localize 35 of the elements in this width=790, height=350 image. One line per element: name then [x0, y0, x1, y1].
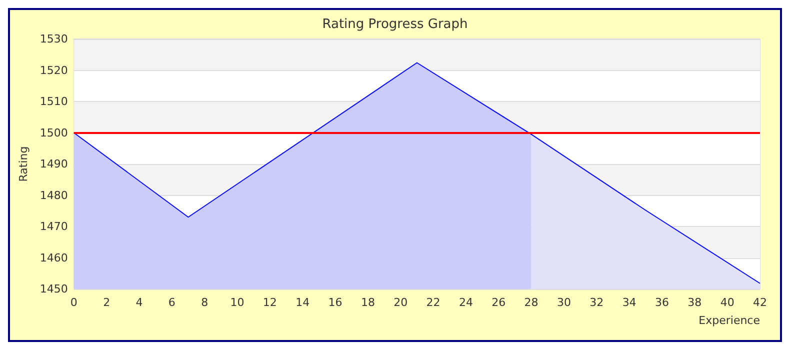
y-tick-label: 1520	[40, 64, 68, 77]
x-tick-label: 0	[70, 296, 78, 309]
x-tick-label: 38	[688, 296, 702, 309]
y-tick-label: 1470	[40, 220, 68, 233]
x-tick-label: 2	[103, 296, 110, 309]
y-tick-label: 1450	[40, 282, 68, 296]
x-tick-label: 36	[654, 296, 669, 309]
x-tick-label: 22	[426, 296, 440, 309]
x-tick-label: 26	[492, 296, 506, 309]
y-tick-label: 1460	[40, 251, 68, 264]
x-tick-label: 4	[136, 296, 143, 309]
y-axis-title: Rating	[17, 146, 30, 182]
x-tick-label: 34	[622, 296, 636, 309]
y-tick-label: 1530	[40, 32, 68, 46]
x-tick-label: 40	[720, 296, 734, 309]
x-tick-label: 24	[458, 296, 473, 309]
x-tick-label: 6	[168, 296, 176, 309]
x-tick-label: 16	[328, 296, 342, 309]
x-axis-title: Experience	[698, 314, 760, 327]
x-tick-label: 12	[262, 296, 277, 309]
x-tick-label: 30	[556, 296, 571, 309]
x-tick-label: 32	[590, 296, 604, 309]
chart-title: Rating Progress Graph	[322, 17, 468, 32]
x-tick-label: 18	[360, 296, 375, 309]
y-tick-label: 1500	[40, 126, 68, 140]
y-tick-label: 1510	[40, 95, 68, 108]
x-tick-label: 28	[524, 296, 538, 309]
x-tick-label: 14	[296, 296, 310, 309]
x-tick-label: 8	[201, 296, 208, 309]
line-series	[73, 62, 760, 284]
x-tick-label: 10	[230, 296, 244, 309]
x-tick-label: 42	[753, 296, 767, 309]
y-tick-label: 1480	[40, 188, 68, 202]
y-tick-label: 1490	[40, 158, 68, 170]
x-tick-label: 20	[394, 296, 408, 309]
